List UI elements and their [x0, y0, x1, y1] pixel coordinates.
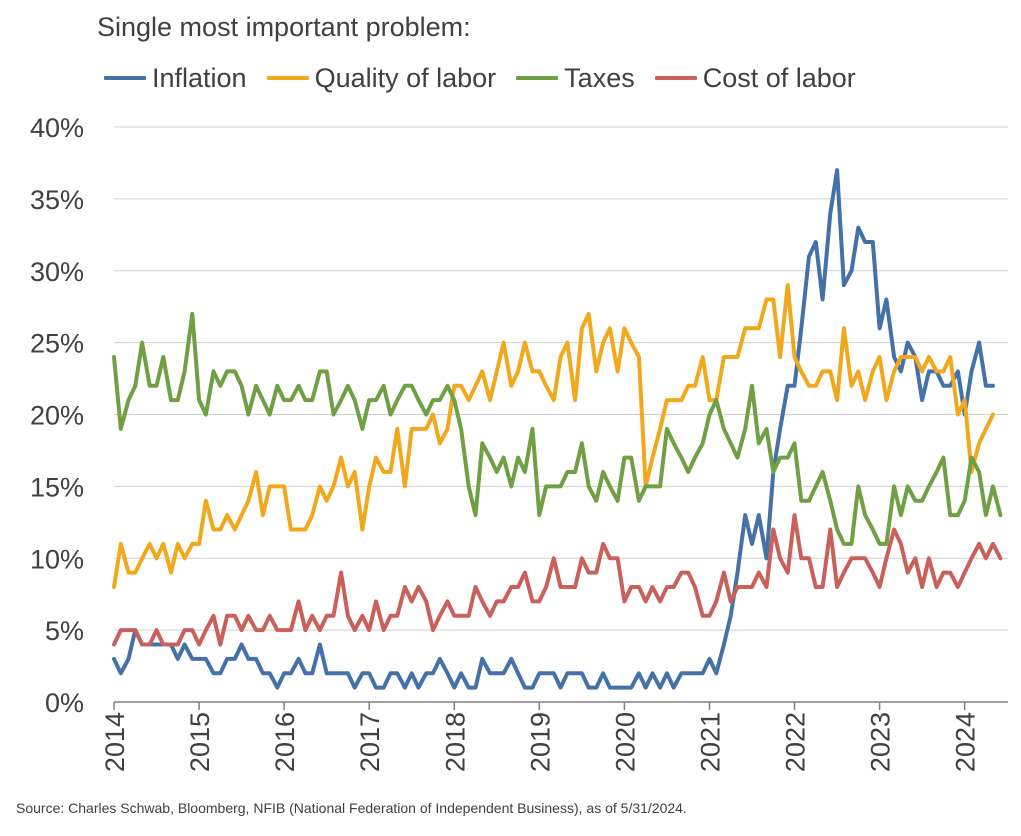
x-axis [113, 701, 1008, 710]
y-tick-label-15: 15% [30, 472, 84, 502]
series-line-quality-of-labor [112, 283, 995, 589]
legend-label-quality-of-labor: Quality of labor [314, 62, 497, 93]
legend-item-quality-of-labor: Quality of labor [266, 62, 497, 94]
x-tick-label-2019: 2019 [525, 712, 555, 772]
x-tick-label-2024: 2024 [951, 712, 981, 772]
y-tick-label-20: 20% [30, 401, 84, 431]
legend-label-taxes: Taxes [564, 62, 635, 93]
source-note: Source: Charles Schwab, Bloomberg, NFIB … [16, 800, 687, 816]
x-tick-label-2023: 2023 [866, 712, 896, 772]
chart-title: Single most important problem: [97, 12, 471, 42]
x-tick-label-2022: 2022 [781, 712, 811, 772]
y-tick-label-5: 5% [45, 616, 84, 646]
series-line-cost-of-labor [112, 513, 1003, 647]
legend-item-inflation: Inflation [104, 63, 247, 94]
series-lines [112, 168, 1003, 690]
y-tick-label-30: 30% [30, 257, 84, 287]
x-tick-label-2016: 2016 [270, 712, 300, 772]
x-tick-label-2015: 2015 [185, 712, 215, 772]
y-tick-label-0: 0% [45, 688, 84, 718]
legend-label-cost-of-labor: Cost of labor [702, 62, 856, 93]
y-tick-label-25: 25% [30, 329, 84, 359]
legend-label-inflation: Inflation [152, 62, 247, 93]
x-tick-label-2021: 2021 [695, 712, 725, 772]
legend-swatch-taxes [516, 76, 559, 80]
y-tick-label-35: 35% [30, 185, 84, 215]
legend-item-cost-of-labor: Cost of labor [654, 62, 856, 94]
x-axis-tick-labels: 2014 2015 2016 2017 2018 2019 2020 2021 2022 2023… [100, 712, 981, 772]
series-line-inflation [112, 168, 995, 690]
y-tick-label-10: 10% [30, 544, 84, 574]
chart-legend: Inflation Quality of labor Taxes Cost of… [104, 60, 876, 96]
legend-swatch-cost-of-labor [654, 76, 697, 80]
series-line-taxes [112, 311, 1003, 546]
legend-swatch-quality-of-labor [266, 76, 309, 80]
x-tick-label-2014: 2014 [100, 712, 130, 772]
legend-swatch-inflation [104, 76, 146, 80]
y-axis-tick-labels: 0% 5% 10% 15% 20% 25% 30% 35% 40% [30, 113, 84, 718]
gridlines [114, 126, 1008, 631]
legend-item-taxes: Taxes [516, 63, 635, 94]
x-tick-label-2020: 2020 [610, 712, 640, 772]
y-tick-label-40: 40% [30, 113, 84, 143]
x-tick-label-2018: 2018 [440, 712, 470, 772]
x-tick-label-2017: 2017 [355, 712, 385, 772]
